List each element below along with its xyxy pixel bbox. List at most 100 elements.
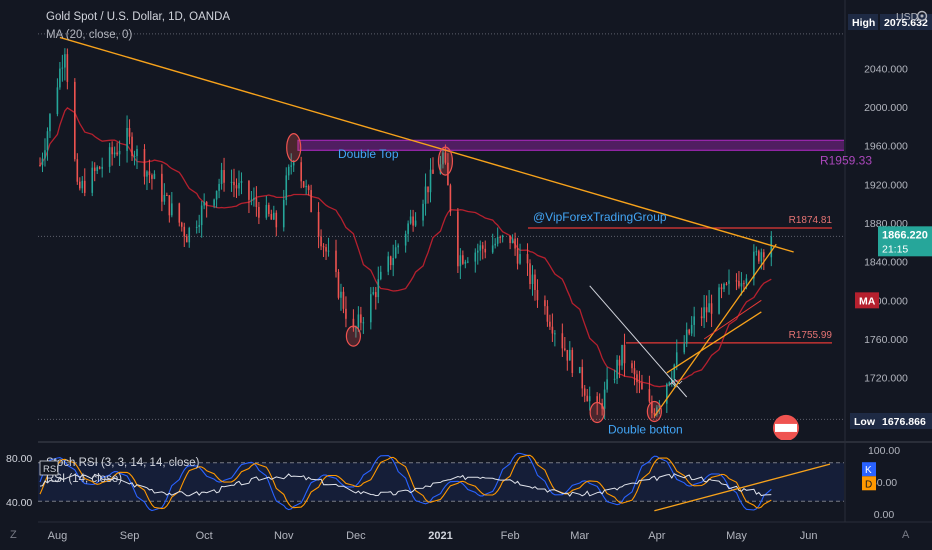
stoch-k-line[interactable] [39,452,772,512]
resistance-level-label: R1755.99 [789,330,833,341]
symbol-title[interactable]: Gold Spot / U.S. Dollar, 1D, OANDA [46,11,230,23]
candle-body [387,256,390,272]
low-badge-label-text: Low [854,416,876,428]
candle-body [740,283,743,287]
candle-body [474,252,477,262]
candle-body [287,166,290,176]
candle-body [588,396,591,402]
candle-body [64,54,66,68]
us-flag-icon[interactable] [773,414,799,441]
descending-trendline[interactable] [59,36,794,253]
channel-line[interactable] [703,299,762,340]
candle-body [444,152,447,163]
price-tick-label: 1720.000 [864,373,908,385]
high-badge-value[interactable] [880,14,932,30]
candle-body [265,204,268,218]
double-bottom-circle-2[interactable] [646,400,662,423]
tl-trendline[interactable] [589,285,688,398]
low-badge-label[interactable] [850,413,878,429]
candle-body [131,136,133,157]
candle-body [427,186,429,193]
swing-low-circle[interactable] [345,325,362,347]
candle-body [370,294,372,323]
candle-body [253,198,255,200]
candle-body [429,169,432,193]
rsi-legend[interactable]: RSI (14, close) [46,473,122,485]
current-price-badge[interactable] [878,226,932,257]
auto-scale-button[interactable]: A [902,529,910,541]
time-tick-label: Jun [800,530,818,542]
candle-body [496,236,499,244]
d-badge[interactable] [862,476,876,491]
candle-body [494,243,496,246]
ma-legend[interactable]: MA (20, close, 0) [46,29,132,41]
double-top-circle-2[interactable] [437,146,454,176]
candle-body [718,287,720,314]
candle-body [118,150,121,155]
candle-body [414,220,417,226]
candle-body [292,162,295,166]
candle-body [93,167,96,171]
candle-body [377,279,380,298]
ma-badge[interactable] [855,292,879,309]
candle-body [223,170,225,183]
candle-body [422,203,424,221]
time-tick-label: Apr [648,530,665,542]
candle-body [514,238,516,249]
support-trendline-lower[interactable] [666,311,762,374]
candle-body [44,150,46,159]
rsi-trendline[interactable] [654,463,831,512]
double-top-circle-1[interactable] [286,133,302,163]
toolbar-zoom-label[interactable]: Z [10,529,17,541]
candle-body [499,236,501,238]
candle-body [511,238,514,244]
candle-body [638,382,641,384]
low-badge-value[interactable] [878,413,932,429]
double-top-label: Double Top [338,147,399,161]
high-badge-label[interactable] [848,14,878,30]
candle-body [648,389,651,402]
candle-body [693,316,695,325]
candle-body [61,67,64,69]
candle-body [479,245,482,251]
candle-body [743,283,745,285]
candle-body [188,227,191,243]
candle-body [233,181,235,186]
candle-body [571,349,574,373]
candle-body [360,314,362,323]
double-bottom-circle-1[interactable] [589,401,605,424]
support-trendline[interactable] [653,243,777,417]
k-badge[interactable] [862,462,876,477]
resistance-zone[interactable] [297,139,872,151]
gear-icon[interactable] [916,10,928,22]
time-axis[interactable]: Aug Sep Oct Nov Dec 2021 Feb Mar Apr May Jun [48,530,818,542]
candle-body [534,274,536,291]
candle-body [703,307,705,319]
candle-body [613,378,616,380]
time-tick-label: Oct [196,530,213,542]
candle-body [476,250,479,253]
osc-tick-label: 50.00 [871,477,897,489]
candle-body [763,252,765,258]
stoch-d-line[interactable] [39,454,772,510]
candle-body [700,316,703,319]
candle-body [631,363,633,369]
candle-body [546,306,549,322]
candle-body [56,87,59,115]
oscillator-axis[interactable]: 100.00 50.00 0.00 KD [862,445,900,521]
candle-body [705,307,708,313]
rsi-line[interactable] [39,473,772,497]
time-tick-label: Feb [501,530,520,542]
time-tick-label: Mar [570,530,589,542]
watermark-label: @VipForexTradingGroup [533,210,667,224]
candle-body [275,212,278,228]
candle-body [357,314,360,328]
candle-body [285,175,288,200]
price-axis[interactable]: 2040.0002000.0001960.0001920.0001880.000… [864,63,908,384]
candle-body [59,68,61,88]
stoch-rsi-legend[interactable]: Stoch RSI (3, 3, 14, 14, close) [46,457,200,469]
oscillator-pane[interactable] [38,452,845,512]
candle-body [457,211,459,267]
